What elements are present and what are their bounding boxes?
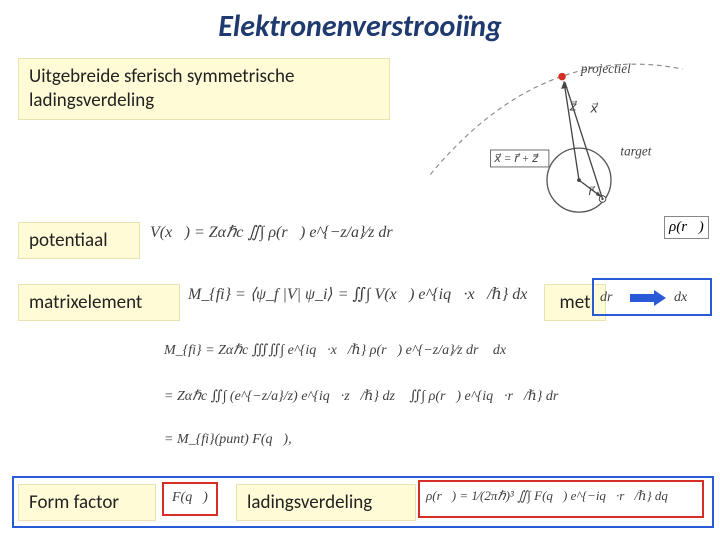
rho-box: ρ(r⃗) (664, 216, 709, 239)
formula-matrix3: = Zαℏc ∬∫ (e^{−z/a}/z) e^{iq⃗·z⃗/ℏ} dz⃗ … (164, 388, 569, 405)
label-ladingsverdeling: ladingsverdeling (236, 484, 416, 521)
label-potentiaal: potentiaal (18, 222, 140, 259)
svg-text:x⃗: x⃗ (589, 100, 598, 115)
formula-matrix1: M_{fi} = ⟨ψ_f |V| ψ_i⟩ = ∬∫ V(x⃗) e^{iq⃗… (188, 284, 540, 304)
svg-text:x⃗ = r⃗ + z⃗: x⃗ = r⃗ + z⃗ (493, 153, 539, 165)
formula-matrix2: M_{fi} = Zαℏc ∭∬∫ e^{iq⃗·x⃗/ℏ} ρ(r⃗) e^{… (164, 342, 517, 359)
blue-outline-met (592, 278, 712, 316)
formula-rho: ρ(r⃗) = 1⁄(2πℏ)³ ∬∫ F(q⃗) e^{−iq⃗·r⃗/ℏ} … (426, 488, 678, 504)
svg-text:projectiel: projectiel (580, 61, 631, 76)
svg-text:target: target (620, 144, 651, 159)
formula-fq: F(q⃗) (172, 490, 208, 506)
formula-matrix4: = M_{fi}(punt) F(q⃗), (164, 432, 292, 448)
label-matrixelement: matrixelement (18, 284, 180, 321)
scattering-diagram: projectiel target r⃗ z⃗ x⃗ x⃗ = r⃗ + z⃗ (420, 54, 706, 214)
page-title: Elektronenverstrooiïng (0, 0, 720, 45)
formula-potential: V(x⃗) = Zαℏc ∬∫ ρ(r⃗) e^{−z/a}⁄z dr⃗ (150, 222, 405, 242)
description-box: Uitgebreide sferisch symmetrische lading… (18, 58, 390, 120)
label-formfactor: Form factor (18, 484, 156, 521)
